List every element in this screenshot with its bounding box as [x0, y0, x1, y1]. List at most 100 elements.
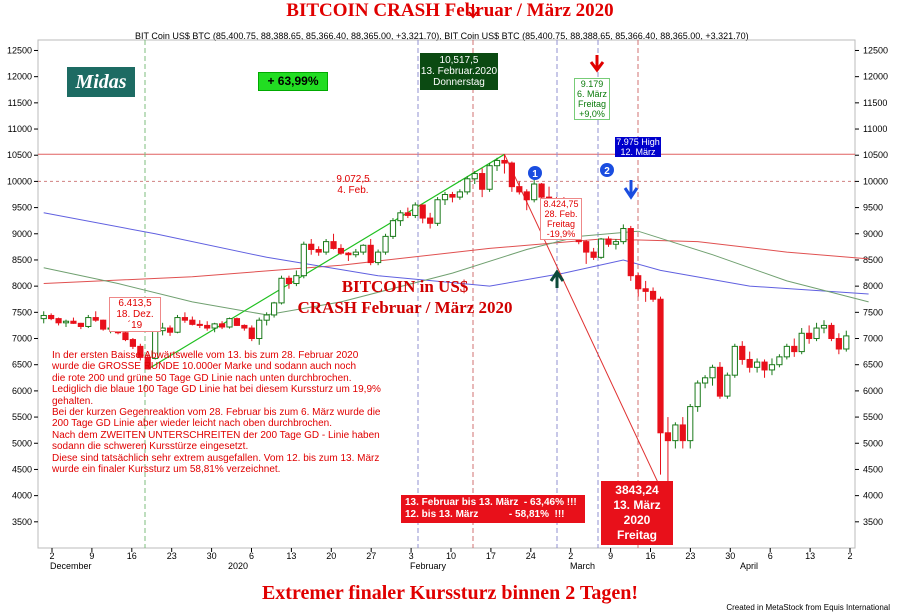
candle-body [479, 173, 486, 190]
candle-body [367, 244, 374, 264]
analysis-line: In der ersten Baisse-Abwärtswelle vom 13… [52, 350, 359, 361]
candle-body [754, 361, 761, 368]
candle-body [129, 339, 136, 347]
analysis-line: Nach dem ZWEITEN UNTERSCHREITEN der 200 … [52, 429, 380, 441]
y-tick-label: 10500 [7, 150, 32, 160]
analysis-line: Lediglich die blaue 100 Tage GD Linie ha… [52, 384, 381, 396]
plot-frame [37, 39, 856, 549]
candle-body [256, 319, 263, 340]
x-tick-label: 30 [725, 551, 735, 561]
y-tick-label: 5000 [12, 438, 32, 448]
candle-body [441, 193, 449, 201]
candle-body [783, 345, 790, 358]
y-tick-label: 9500 [12, 203, 32, 213]
candle-body [300, 243, 307, 277]
candle-body [709, 366, 716, 379]
candle-body [55, 318, 62, 324]
candle-body [174, 317, 181, 333]
summary-line-2: 12. bis 13. März - 58,81% !!! [405, 509, 565, 520]
analysis-line: wurde die GROSSE RUNDE 10.000er Marke un… [52, 361, 357, 373]
analysis-line: 200 Tage GD Linie aber wieder leicht nac… [52, 418, 332, 430]
candle-body [263, 314, 270, 321]
candle-body [657, 298, 664, 434]
y-tick-label: 8000 [863, 281, 883, 291]
candle-body [211, 323, 218, 329]
mar12-value: 7.975 High [616, 137, 660, 147]
candle-body [597, 238, 605, 258]
y-tick-label: 12500 [7, 45, 32, 55]
y-tick-label: 4000 [863, 491, 883, 501]
x-tick-label: 10 [446, 551, 456, 561]
analysis-line: die rote 200 und grüne 50 Tage GD Linie … [52, 372, 352, 384]
candle-body [62, 320, 70, 324]
candle-body [382, 235, 389, 253]
candle-body [100, 319, 107, 330]
peak-arrow [468, 4, 478, 19]
y-tick-label: 11500 [8, 98, 32, 108]
x-tick-label: 13 [286, 551, 296, 561]
x-tick-label: 27 [366, 551, 376, 561]
y-tick-label: 6000 [863, 386, 883, 396]
candle-body [835, 338, 842, 350]
x-tick-label: 9 [608, 551, 613, 561]
y-tick-label: 10000 [7, 176, 32, 186]
candle-body [508, 162, 515, 188]
peak-label: 10,517,5 13. Februar.2020 Donnerstag [420, 53, 498, 90]
candle-body [389, 220, 397, 237]
candle-body [605, 238, 612, 245]
y-tick-label: 11000 [8, 124, 32, 134]
x-tick-label: 2 [847, 551, 852, 561]
feb28-label: 8.424,75 28. Feb. Freitag -19,9% [540, 198, 582, 240]
feb28-date: 28. Feb. [544, 209, 578, 219]
analysis-text: In der ersten Baisse-Abwärtswelle vom 13… [52, 350, 397, 475]
candle-body [92, 317, 99, 321]
y-tick-label: 4000 [12, 491, 32, 501]
y-tick-label: 4500 [863, 464, 883, 474]
crash-low-weekday: Freitag [616, 528, 657, 542]
candle-body [820, 324, 828, 329]
mar6-weekday: Freitag [577, 99, 606, 109]
month-label: February [410, 561, 447, 571]
candle-body [122, 332, 129, 341]
candle-body [724, 374, 731, 397]
candle-body [189, 319, 196, 325]
candle-body [293, 275, 300, 285]
gain-badge: + 63,99% [258, 72, 328, 91]
y-tick-label: 5000 [863, 438, 883, 448]
rebound-arrow [549, 269, 565, 288]
y-tick-label: 10000 [863, 176, 888, 186]
feb4-date: 4. Feb. [337, 185, 369, 196]
mar12-label: 7.975 High 12. März [615, 137, 661, 157]
candle-body [166, 327, 174, 333]
candle-body [285, 277, 293, 285]
analysis-line: Bei der kurzen Gegenreaktion vom 28. Feb… [52, 407, 381, 419]
circle-marker-1 [528, 166, 542, 180]
candle-body [77, 322, 84, 327]
y-tick-label: 5500 [12, 412, 32, 422]
candle-body [649, 290, 657, 300]
mar12-date: 12. März [620, 147, 656, 157]
candle-body [360, 244, 367, 253]
candle-body [635, 275, 642, 290]
y-tick-label: 8500 [863, 255, 883, 265]
moving-average-line [43, 238, 869, 284]
crash-line [503, 154, 669, 505]
y-tick-label: 6500 [12, 360, 32, 370]
x-tick-label: 30 [207, 551, 217, 561]
feb4-value: 9.072,5 [336, 174, 370, 185]
candle-body [664, 432, 672, 442]
y-tick-label: 9000 [863, 229, 883, 239]
candle-body [716, 366, 724, 397]
candle-body [798, 332, 805, 353]
x-tick-label: 23 [167, 551, 177, 561]
mar6-change: +9,0% [579, 109, 605, 119]
y-tick-label: 3500 [863, 517, 883, 527]
peak-weekday: Donnerstag [433, 77, 485, 88]
y-tick-label: 11000 [863, 124, 887, 134]
x-tick-label: 24 [526, 551, 536, 561]
x-tick-label: 2 [49, 551, 54, 561]
month-label: March [570, 561, 595, 571]
candle-body [464, 178, 471, 193]
candle-body [471, 173, 478, 180]
circle-marker-1-label: 1 [532, 169, 538, 180]
